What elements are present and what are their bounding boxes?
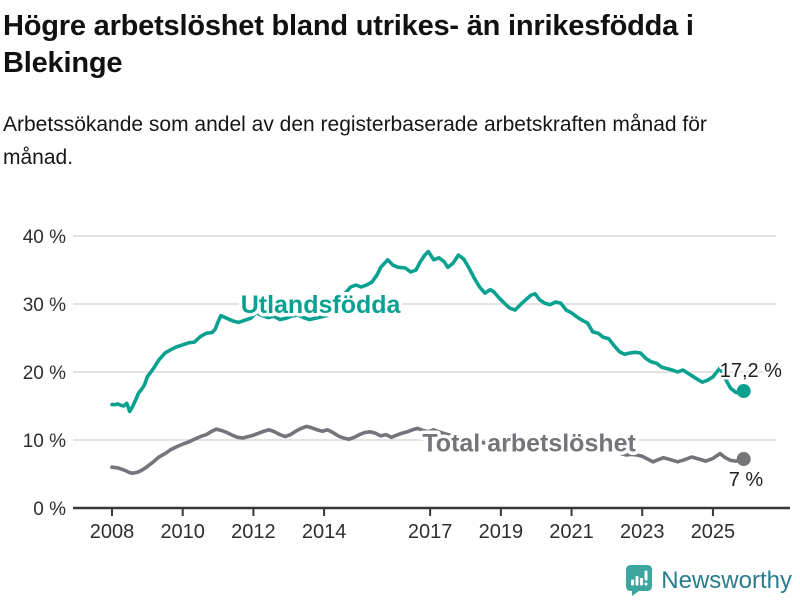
x-tick-label: 2008: [90, 521, 135, 543]
x-tick-label: 2014: [302, 521, 347, 543]
end-value-label-total-arbetsloshet: 7 %: [729, 469, 764, 491]
x-tick-label: 2012: [231, 521, 276, 543]
x-tick-label: 2019: [479, 521, 524, 543]
x-tick-label: 2025: [691, 521, 736, 543]
y-tick-label: 30 %: [23, 295, 66, 316]
end-dot-utlandsfodda: [736, 384, 751, 399]
end-dot-total-arbetsloshet: [736, 452, 751, 467]
x-tick-label: 2017: [408, 521, 453, 543]
line-chart: 0 % 10 % 20 % 30 % 40 % 2008 2010 2012 2014 2017 2…: [23, 227, 790, 543]
y-tick-label: 20 %: [23, 363, 66, 384]
y-tick-label: 40 %: [23, 227, 66, 248]
newsworthy-logo-icon: [626, 565, 653, 596]
y-tick-label: 10 %: [23, 431, 66, 452]
brand-name: Newsworthy: [661, 566, 792, 594]
chart-title: Högre arbetslöshet bland utrikes- än inr…: [3, 10, 694, 80]
x-tick-label: 2021: [549, 521, 594, 543]
chart-header: Högre arbetslöshet bland utrikes- än inr…: [3, 8, 793, 174]
series-line-utlandsfodda: [110, 249, 746, 414]
series-label-utlandsfodda: Utlandsfödda: [241, 291, 402, 319]
end-value-label-utlandsfodda: 17,2 %: [720, 360, 782, 382]
brand-footer: Newsworthy: [626, 565, 792, 596]
series-label-total-arbetsloshet: Total arbetslöshet: [422, 430, 636, 458]
y-tick-label: 0 %: [33, 499, 66, 520]
series-line-total-arbetsloshet: [110, 424, 746, 476]
x-tick-label: 2023: [620, 521, 665, 543]
chart-subtitle: Arbetssökande som andel av den registerb…: [3, 113, 707, 169]
x-tick-label: 2010: [160, 521, 205, 543]
